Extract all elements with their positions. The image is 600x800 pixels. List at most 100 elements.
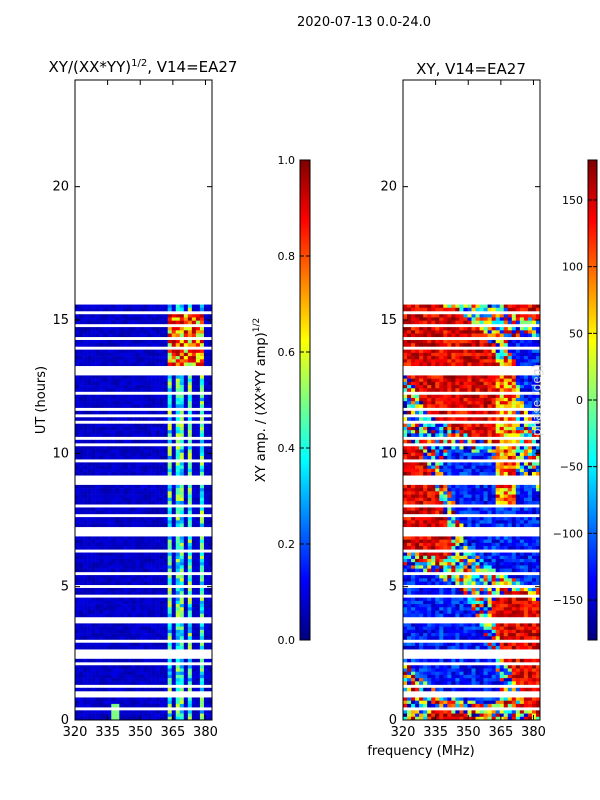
- heatmap-cell: [135, 349, 140, 354]
- heatmap-cell: [119, 333, 124, 338]
- heatmap-cell: [155, 446, 160, 450]
- heatmap-cell: [495, 426, 501, 431]
- heatmap-cell: [155, 378, 160, 383]
- heatmap-cell: [99, 497, 104, 502]
- heatmap-cell: [99, 343, 104, 347]
- heatmap-cell: [111, 317, 116, 321]
- heatmap-cell: [163, 468, 168, 473]
- heatmap-cell: [159, 536, 164, 540]
- heatmap-cell: [199, 546, 205, 550]
- heatmap-cell: [83, 468, 88, 473]
- heatmap-cell: [75, 610, 80, 615]
- heatmap-cell: [167, 604, 173, 608]
- heatmap-cell: [459, 539, 464, 544]
- heatmap-cell: [95, 352, 100, 357]
- heatmap-cell: [115, 304, 120, 309]
- heatmap-cell: [451, 388, 456, 392]
- heatmap-cell: [179, 604, 185, 608]
- heatmap-cell: [99, 307, 104, 312]
- heatmap-cell: [79, 542, 84, 547]
- heatmap-cell: [535, 385, 540, 389]
- heatmap-cell: [95, 575, 100, 579]
- heatmap-cell: [195, 610, 201, 615]
- heatmap-cell: [463, 510, 468, 515]
- heatmap-cell: [419, 488, 424, 492]
- heatmap-cell: [207, 417, 212, 421]
- heatmap-cell: [203, 716, 209, 720]
- heatmap-cell: [99, 385, 104, 389]
- heatmap-cell: [127, 452, 132, 457]
- heatmap-cell: [415, 333, 420, 338]
- heatmap-cell: [523, 320, 529, 325]
- heatmap-cell: [527, 536, 533, 540]
- heatmap-cell: [167, 510, 173, 515]
- heatmap-cell: [523, 426, 529, 431]
- heatmap-cell: [511, 465, 517, 470]
- heatmap-cell: [75, 536, 80, 540]
- heatmap-cell: [127, 491, 132, 495]
- heatmap-cell: [191, 507, 197, 511]
- heatmap-cell: [199, 433, 205, 437]
- heatmap-cell: [431, 330, 436, 334]
- heatmap-cell: [139, 362, 144, 367]
- heatmap-cell: [175, 587, 181, 592]
- heatmap-cell: [119, 352, 124, 357]
- heatmap-cell: [151, 465, 156, 470]
- heatmap-cell: [115, 465, 120, 470]
- heatmap-cell: [87, 446, 92, 450]
- heatmap-cell: [183, 375, 189, 379]
- heatmap-cell: [515, 359, 521, 363]
- heatmap-cell: [191, 359, 197, 363]
- heatmap-cell: [519, 452, 525, 457]
- heatmap-cell: [91, 575, 96, 579]
- heatmap-cell: [151, 703, 156, 708]
- heatmap-cell: [487, 542, 492, 547]
- heatmap-cell: [115, 307, 120, 312]
- heatmap-cell: [503, 523, 509, 528]
- heatmap-cell: [159, 484, 164, 489]
- heatmap-cell: [491, 404, 496, 408]
- heatmap-cell: [107, 484, 112, 489]
- heatmap-cell: [191, 439, 197, 444]
- heatmap-cell: [143, 452, 148, 457]
- heatmap-cell: [151, 700, 156, 705]
- heatmap-cell: [175, 378, 181, 383]
- heatmap-cell: [119, 539, 124, 544]
- heatmap-cell: [479, 491, 484, 495]
- heatmap-cell: [155, 536, 160, 540]
- heatmap-cell: [495, 375, 501, 379]
- heatmap-cell: [403, 449, 408, 453]
- heatmap-cell: [511, 317, 517, 321]
- heatmap-cell: [103, 568, 108, 573]
- heatmap-cell: [91, 320, 96, 325]
- heatmap-cell: [103, 697, 108, 701]
- heatmap-cell: [203, 426, 209, 431]
- heatmap-cell: [431, 381, 436, 386]
- heatmap-cell: [103, 536, 108, 540]
- heatmap-cell: [187, 626, 193, 631]
- heatmap-cell: [487, 536, 492, 540]
- heatmap-cell: [475, 349, 480, 354]
- heatmap-cell: [203, 713, 209, 718]
- heatmap-cell: [131, 501, 136, 505]
- heatmap-cell: [491, 523, 496, 528]
- heatmap-cell: [119, 636, 124, 640]
- heatmap-cell: [467, 455, 472, 460]
- heatmap-cell: [115, 604, 120, 608]
- heatmap-cell: [483, 542, 488, 547]
- heatmap-cell: [147, 320, 152, 325]
- heatmap-cell: [119, 304, 124, 309]
- heatmap-cell: [499, 404, 505, 408]
- heatmap-cell: [455, 510, 460, 515]
- heatmap-cell: [139, 330, 144, 334]
- heatmap-cell: [123, 623, 128, 627]
- heatmap-cell: [187, 462, 193, 466]
- heatmap-cell: [203, 320, 209, 325]
- heatmap-cell: [523, 349, 529, 354]
- heatmap-cell: [443, 320, 448, 325]
- heatmap-cell: [195, 362, 201, 367]
- heatmap-cell: [471, 356, 476, 360]
- heatmap-cell: [163, 703, 168, 708]
- heatmap-cell: [463, 417, 468, 421]
- heatmap-cell: [163, 462, 168, 466]
